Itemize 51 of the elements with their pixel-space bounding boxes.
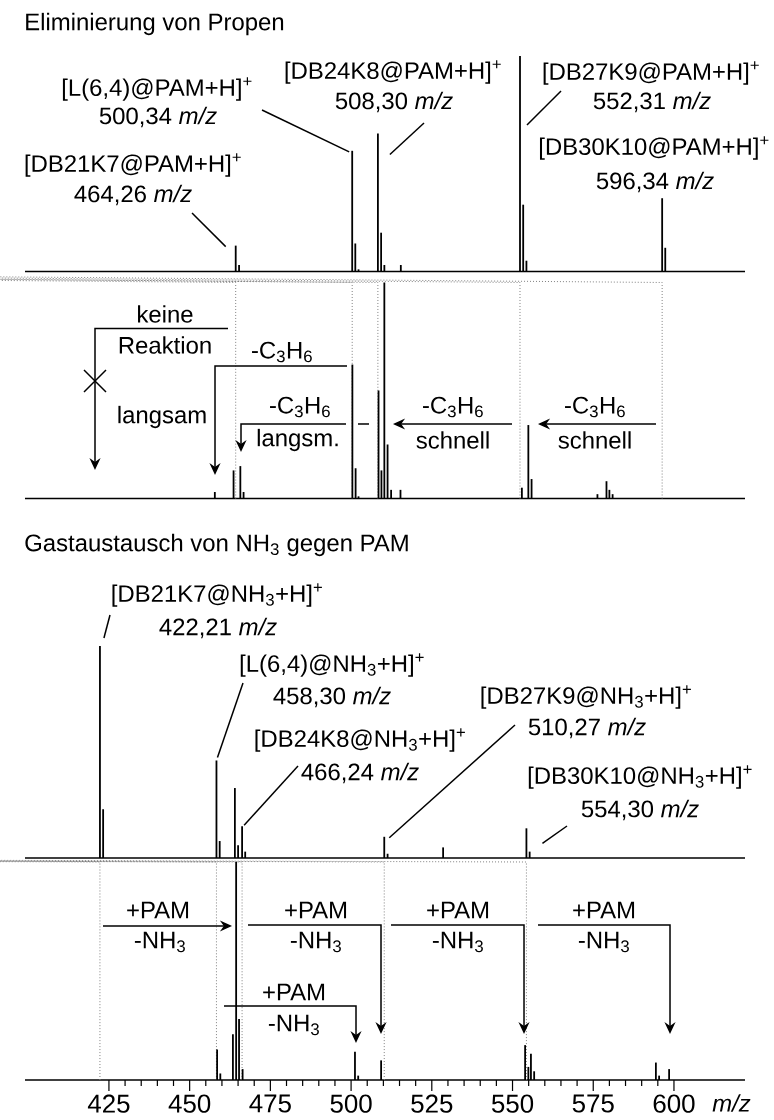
annotation: schnell bbox=[416, 431, 489, 449]
annotation: [L(6,4)@NH$_{3}$+H]$^{+}$ bbox=[240, 653, 424, 677]
annotation: langsam bbox=[118, 405, 206, 429]
annotation: 554,30 m/z bbox=[581, 799, 699, 821]
x-tick-label: 475 bbox=[249, 1094, 291, 1113]
annotation: -C$_{3}$H$_{6}$ bbox=[270, 396, 330, 418]
chart-title: Gastaustausch von NH$_{3}$ gegen PAM bbox=[25, 533, 408, 557]
annotation: 508,30 m/z bbox=[335, 91, 453, 113]
annotation: [DB24K8@PAM+H]$^{+}$ bbox=[285, 60, 501, 84]
annotation: -NH$_{3}$ bbox=[432, 931, 483, 953]
annotation: -NH$_{3}$ bbox=[578, 931, 629, 953]
annotation: -NH$_{3}$ bbox=[290, 931, 341, 953]
annotation: [L(6,4)@PAM+H]$^{+}$ bbox=[62, 77, 252, 101]
annotation: 552,31 m/z bbox=[593, 91, 711, 113]
annotation: 596,34 m/z bbox=[596, 171, 714, 193]
x-tick-label: 450 bbox=[168, 1094, 211, 1113]
annotation: -C$_{3}$H$_{6}$ bbox=[423, 396, 483, 418]
annotation: -C$_{3}$H$_{6}$ bbox=[565, 396, 625, 418]
annotation: [DB21K7@PAM+H]$^{+}$ bbox=[25, 153, 241, 177]
annotation: [DB27K9@NH$_{3}$+H]$^{+}$ bbox=[481, 685, 691, 709]
annotation: [DB30K10@PAM+H]$^{+}$ bbox=[539, 136, 769, 160]
annotation: +PAM bbox=[427, 901, 489, 919]
annotation: [DB27K9@PAM+H]$^{+}$ bbox=[543, 61, 759, 85]
annotation: -NH$_{3}$ bbox=[134, 931, 185, 953]
annotation: 464,26 m/z bbox=[74, 184, 192, 206]
annotation: langsm. bbox=[257, 428, 338, 452]
annotation: keine bbox=[138, 305, 193, 323]
annotation: -C$_{3}$H$_{6}$ bbox=[252, 341, 312, 363]
annotation: -NH$_{3}$ bbox=[268, 1014, 319, 1036]
annotation: [DB30K10@NH$_{3}$+H]$^{+}$ bbox=[528, 765, 752, 789]
annotation: 466,24 m/z bbox=[301, 762, 419, 784]
x-tick-label: 500 bbox=[330, 1094, 372, 1113]
x-tick-label: 575 bbox=[572, 1094, 614, 1113]
x-tick-label: 550 bbox=[491, 1094, 534, 1113]
annotation: +PAM bbox=[285, 901, 347, 919]
x-tick-label: 525 bbox=[411, 1094, 453, 1113]
annotation: [DB21K7@NH$_{3}$+H]$^{+}$ bbox=[112, 583, 322, 607]
x-tick-label: 600 bbox=[653, 1094, 695, 1113]
annotation: +PAM bbox=[263, 983, 325, 1001]
annotation: 458,30 m/z bbox=[273, 686, 391, 708]
annotation: Reaktion bbox=[119, 336, 211, 354]
annotation: [DB24K8@NH$_{3}$+H]$^{+}$ bbox=[255, 728, 465, 752]
annotation: +PAM bbox=[127, 901, 189, 919]
chart-title: Eliminierung von Propen bbox=[26, 12, 284, 36]
annotation: 510,27 m/z bbox=[528, 717, 646, 739]
annotation: +PAM bbox=[573, 901, 635, 919]
text: 422,21 m/z bbox=[159, 617, 277, 639]
x-axis-title: m/z bbox=[712, 1094, 751, 1112]
annotation: schnell bbox=[558, 431, 631, 449]
x-tick-label: 425 bbox=[87, 1094, 130, 1113]
annotation: 500,34 m/z bbox=[99, 106, 217, 128]
